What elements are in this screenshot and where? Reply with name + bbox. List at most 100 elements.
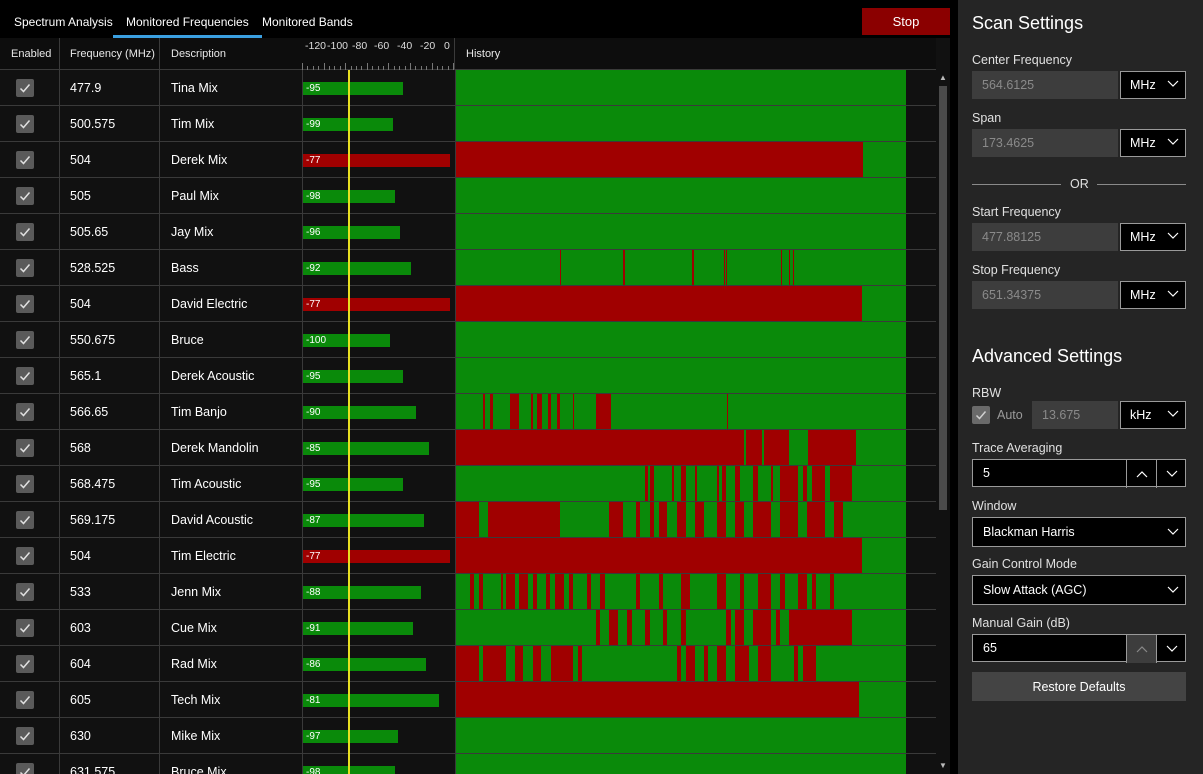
enabled-checkbox[interactable] <box>16 223 34 241</box>
start-unit-select[interactable]: MHz <box>1120 223 1186 251</box>
frequency-cell[interactable]: 504 <box>70 297 91 311</box>
frequency-cell[interactable]: 504 <box>70 153 91 167</box>
table-row[interactable]: 504 David Electric -77 <box>0 286 936 322</box>
description-cell[interactable]: Rad Mix <box>171 657 217 671</box>
table-row[interactable]: 631.575 Bruce Mix -98 <box>0 754 936 774</box>
enabled-checkbox[interactable] <box>16 367 34 385</box>
enabled-checkbox[interactable] <box>16 475 34 493</box>
description-cell[interactable]: Derek Acoustic <box>171 369 255 383</box>
enabled-checkbox[interactable] <box>16 295 34 313</box>
header-frequency[interactable]: Frequency (MHz) <box>70 48 155 60</box>
enabled-checkbox[interactable] <box>16 727 34 745</box>
enabled-checkbox[interactable] <box>16 439 34 457</box>
description-cell[interactable]: David Acoustic <box>171 513 253 527</box>
header-history[interactable]: History <box>466 48 501 60</box>
description-cell[interactable]: Tina Mix <box>171 81 218 95</box>
enabled-checkbox[interactable] <box>16 331 34 349</box>
window-select[interactable]: Blackman Harris <box>972 517 1186 547</box>
frequency-cell[interactable]: 505.65 <box>70 225 109 239</box>
trace-averaging-input[interactable]: 5 <box>972 459 1186 488</box>
enabled-checkbox[interactable] <box>16 115 34 133</box>
table-row[interactable]: 569.175 David Acoustic -87 <box>0 502 936 538</box>
rbw-unit-select[interactable]: kHz <box>1120 401 1186 429</box>
enabled-checkbox[interactable] <box>16 403 34 421</box>
frequency-cell[interactable]: 566.65 <box>70 405 109 419</box>
description-cell[interactable]: Tech Mix <box>171 693 221 707</box>
table-row[interactable]: 505.65 Jay Mix -96 <box>0 214 936 250</box>
table-row[interactable]: 604 Rad Mix -86 <box>0 646 936 682</box>
frequency-cell[interactable]: 605 <box>70 693 91 707</box>
rbw-input[interactable]: 13.675 <box>1032 401 1118 429</box>
frequency-cell[interactable]: 568 <box>70 441 91 455</box>
tab-spectrum-analysis[interactable]: Spectrum Analysis <box>14 15 113 29</box>
table-row[interactable]: 504 Derek Mix -77 <box>0 142 936 178</box>
decrement-button[interactable] <box>1156 635 1186 663</box>
enabled-checkbox[interactable] <box>16 151 34 169</box>
enabled-checkbox[interactable] <box>16 655 34 673</box>
frequency-cell[interactable]: 528.525 <box>70 261 116 275</box>
description-cell[interactable]: Jay Mix <box>171 225 214 239</box>
table-row[interactable]: 568.475 Tim Acoustic -95 <box>0 466 936 502</box>
start-frequency-input[interactable]: 477.88125 <box>972 223 1118 251</box>
gain-control-mode-select[interactable]: Slow Attack (AGC) <box>972 575 1186 605</box>
restore-defaults-button[interactable]: Restore Defaults <box>972 672 1186 701</box>
description-cell[interactable]: Jenn Mix <box>171 585 222 599</box>
table-row[interactable]: 603 Cue Mix -91 <box>0 610 936 646</box>
table-row[interactable]: 477.9 Tina Mix -95 <box>0 70 936 106</box>
frequency-cell[interactable]: 603 <box>70 621 91 635</box>
table-row[interactable]: 533 Jenn Mix -88 <box>0 574 936 610</box>
stop-button[interactable]: Stop <box>862 8 950 35</box>
frequency-cell[interactable]: 533 <box>70 585 91 599</box>
table-row[interactable]: 505 Paul Mix -98 <box>0 178 936 214</box>
description-cell[interactable]: Paul Mix <box>171 189 219 203</box>
table-row[interactable]: 566.65 Tim Banjo -90 <box>0 394 936 430</box>
table-row[interactable]: 550.675 Bruce -100 <box>0 322 936 358</box>
table-row[interactable]: 568 Derek Mandolin -85 <box>0 430 936 466</box>
tab-monitored-frequencies[interactable]: Monitored Frequencies <box>113 0 262 38</box>
scrollbar-thumb[interactable] <box>939 86 947 510</box>
frequency-cell[interactable]: 477.9 <box>70 81 102 95</box>
description-cell[interactable]: Bass <box>171 261 199 275</box>
description-cell[interactable]: Cue Mix <box>171 621 217 635</box>
description-cell[interactable]: Tim Electric <box>171 549 236 563</box>
enabled-checkbox[interactable] <box>16 259 34 277</box>
description-cell[interactable]: Tim Banjo <box>171 405 227 419</box>
description-cell[interactable]: Mike Mix <box>171 729 221 743</box>
tab-monitored-bands[interactable]: Monitored Bands <box>262 15 353 29</box>
table-row[interactable]: 605 Tech Mix -81 <box>0 682 936 718</box>
description-cell[interactable]: Derek Mandolin <box>171 441 259 455</box>
increment-button[interactable] <box>1126 635 1156 663</box>
header-enabled[interactable]: Enabled <box>11 48 52 60</box>
stop-unit-select[interactable]: MHz <box>1120 281 1186 309</box>
enabled-checkbox[interactable] <box>16 763 34 774</box>
enabled-checkbox[interactable] <box>16 583 34 601</box>
description-cell[interactable]: Derek Mix <box>171 153 228 167</box>
frequency-cell[interactable]: 604 <box>70 657 91 671</box>
span-unit-select[interactable]: MHz <box>1120 129 1186 157</box>
table-row[interactable]: 565.1 Derek Acoustic -95 <box>0 358 936 394</box>
description-cell[interactable]: Tim Acoustic <box>171 477 242 491</box>
enabled-checkbox[interactable] <box>16 187 34 205</box>
table-row[interactable]: 504 Tim Electric -77 <box>0 538 936 574</box>
frequency-cell[interactable]: 500.575 <box>70 117 116 131</box>
frequency-cell[interactable]: 569.175 <box>70 513 116 527</box>
center-frequency-input[interactable]: 564.6125 <box>972 71 1118 99</box>
frequency-cell[interactable]: 504 <box>70 549 91 563</box>
enabled-checkbox[interactable] <box>16 79 34 97</box>
header-description[interactable]: Description <box>171 48 227 60</box>
stop-frequency-input[interactable]: 651.34375 <box>972 281 1118 309</box>
enabled-checkbox[interactable] <box>16 547 34 565</box>
decrement-button[interactable] <box>1156 460 1186 488</box>
scroll-down-icon[interactable]: ▼ <box>939 761 947 770</box>
frequency-cell[interactable]: 505 <box>70 189 91 203</box>
frequency-cell[interactable]: 568.475 <box>70 477 116 491</box>
description-cell[interactable]: Bruce <box>171 333 204 347</box>
frequency-cell[interactable]: 630 <box>70 729 91 743</box>
enabled-checkbox[interactable] <box>16 619 34 637</box>
table-row[interactable]: 630 Mike Mix -97 <box>0 718 936 754</box>
vertical-scrollbar[interactable]: ▲ ▼ <box>936 70 950 774</box>
description-cell[interactable]: David Electric <box>171 297 248 311</box>
increment-button[interactable] <box>1126 460 1156 488</box>
description-cell[interactable]: Tim Mix <box>171 117 215 131</box>
frequency-cell[interactable]: 550.675 <box>70 333 116 347</box>
